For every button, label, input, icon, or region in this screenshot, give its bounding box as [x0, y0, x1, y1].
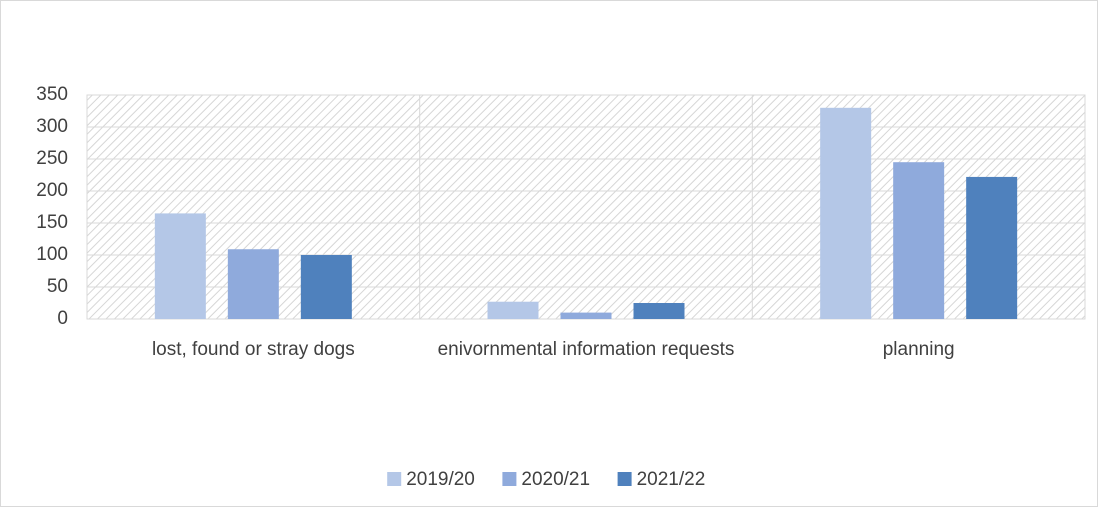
- bar: [154, 213, 206, 319]
- y-tick-label: 0: [57, 308, 68, 329]
- legend-label: 2019/20: [406, 469, 475, 490]
- y-tick-label: 300: [36, 116, 68, 137]
- x-tick-label: enivornmental information requests: [437, 339, 735, 360]
- bar: [893, 162, 945, 319]
- y-tick-label: 200: [36, 180, 68, 201]
- y-tick-label: 50: [47, 276, 68, 297]
- x-tick-label: planning: [882, 339, 955, 360]
- bar: [966, 176, 1018, 319]
- y-tick-label: 250: [36, 148, 68, 169]
- bar: [633, 303, 685, 319]
- bar: [487, 301, 539, 319]
- bar: [227, 249, 279, 319]
- legend-label: 2021/22: [637, 469, 706, 490]
- y-tick-label: 100: [36, 244, 68, 265]
- bar: [300, 255, 352, 319]
- legend-label: 2020/21: [521, 469, 590, 490]
- legend-swatch: [502, 472, 517, 486]
- x-tick-label: lost, found or stray dogs: [151, 339, 355, 360]
- legend-swatch: [617, 472, 632, 486]
- bar: [820, 107, 872, 319]
- y-tick-label: 350: [36, 84, 68, 105]
- legend-swatch: [387, 472, 402, 486]
- y-tick-label: 150: [36, 212, 68, 233]
- bar: [560, 312, 612, 319]
